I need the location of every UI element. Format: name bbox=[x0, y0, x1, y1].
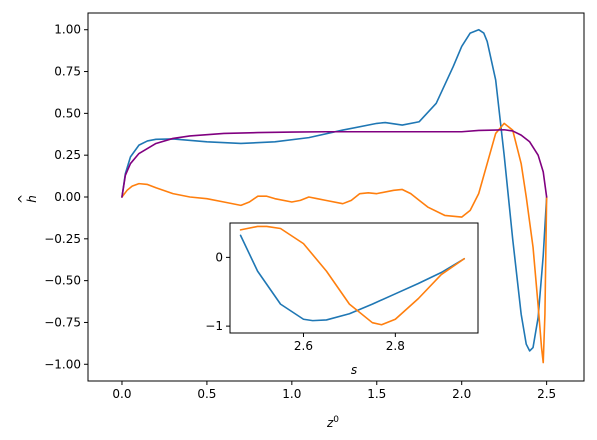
main-x-ticks: 0.0 0.5 1.0 1.5 2.0 2.5 bbox=[112, 381, 556, 401]
main-y-tick-label: −0.75 bbox=[44, 315, 81, 329]
main-y-tick-label: 0.50 bbox=[54, 106, 81, 120]
inset-axes: 2.6 2.8 0 −1 s bbox=[205, 222, 479, 377]
main-y-tick-label: −0.50 bbox=[44, 274, 81, 288]
inset-y-tick-label: −1 bbox=[205, 319, 223, 333]
main-y-tick-label: 0.25 bbox=[54, 148, 81, 162]
main-axes: 0.0 0.5 1.0 1.5 2.0 2.5 1.00 0.75 0.50 0.25 0.00 −… bbox=[16, 12, 585, 430]
inset-series-line-1 bbox=[239, 225, 466, 326]
inset-x-axis-label: s bbox=[351, 363, 357, 377]
inset-x-tick-label: 2.6 bbox=[294, 339, 313, 353]
main-y-tick-label: −1.00 bbox=[44, 357, 81, 371]
main-series-line-2 bbox=[121, 128, 548, 198]
inset-y-tick-label: 0 bbox=[215, 250, 223, 264]
inset-x-tick-label: 2.8 bbox=[386, 339, 405, 353]
main-x-tick-label: 1.0 bbox=[282, 387, 301, 401]
main-y-axis-label: h ^ bbox=[16, 194, 39, 204]
main-series-line-0 bbox=[121, 28, 548, 352]
main-x-tick-label: 2.5 bbox=[537, 387, 556, 401]
inset-series-group bbox=[239, 225, 466, 326]
inset-series-line-0 bbox=[239, 234, 466, 322]
main-series-line-1 bbox=[121, 122, 548, 364]
main-y-tick-label: 0.75 bbox=[54, 65, 81, 79]
main-x-tick-label: 0.0 bbox=[112, 387, 131, 401]
inset-axes-frame bbox=[229, 222, 479, 334]
main-y-axis-label-accent: ^ bbox=[16, 194, 30, 204]
main-series-group bbox=[121, 28, 548, 364]
main-x-tick-label: 1.5 bbox=[367, 387, 386, 401]
inset-plot-area bbox=[230, 223, 478, 333]
main-y-tick-label: −0.25 bbox=[44, 232, 81, 246]
main-x-axis-label: z0 bbox=[326, 415, 339, 430]
main-x-tick-label: 0.5 bbox=[197, 387, 216, 401]
main-x-tick-label: 2.0 bbox=[452, 387, 471, 401]
main-y-tick-label: 1.00 bbox=[54, 23, 81, 37]
main-y-ticks: 1.00 0.75 0.50 0.25 0.00 −0.25 −0.50 −0.75 −1.00 bbox=[44, 23, 88, 371]
main-y-tick-label: 0.00 bbox=[54, 190, 81, 204]
inset-x-ticks: 2.6 2.8 bbox=[294, 333, 405, 353]
main-y-axis-label-text: h bbox=[25, 195, 39, 203]
inset-y-ticks: 0 −1 bbox=[205, 250, 230, 333]
